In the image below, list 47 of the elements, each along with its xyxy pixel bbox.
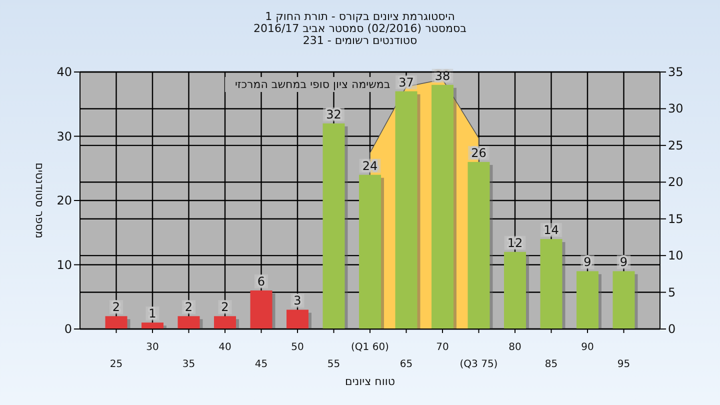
y2-tick-label: 0 xyxy=(668,322,676,336)
x-tick-label: (Q1 60) xyxy=(351,342,390,353)
y-tick-label: 30 xyxy=(56,129,72,144)
chart-subtitle: בסמסטר (02/2016) סמסטר אביב 2016/17 סטודנטים רשומים - 231 xyxy=(253,22,467,47)
annotation: במשימה ציון סופי במחשב המרכזי xyxy=(234,78,390,91)
y-tick-label: 40 xyxy=(56,65,72,79)
x-axis-title: טווח ציונים xyxy=(345,375,395,388)
y-tick-label: 20 xyxy=(56,194,72,208)
x-tick-label: 30 xyxy=(146,342,159,353)
x-tick-label: 90 xyxy=(581,342,594,353)
y2-tick-label: 20 xyxy=(668,175,684,190)
data-label: 9 xyxy=(584,255,592,270)
y2-tick-label: 5 xyxy=(668,285,676,300)
data-label: 2 xyxy=(221,300,229,314)
x-tick-label: 85 xyxy=(544,359,558,370)
x-tick-label: 70 xyxy=(436,342,449,353)
data-label: 2 xyxy=(112,300,120,314)
x-tick-label: 35 xyxy=(182,359,196,370)
x-tick-label: 55 xyxy=(327,359,340,370)
data-label: 24 xyxy=(362,158,378,173)
data-label: 32 xyxy=(326,107,342,122)
data-label: 1 xyxy=(148,306,156,321)
data-label: 37 xyxy=(398,75,414,90)
data-label: 26 xyxy=(471,146,486,160)
data-label: 3 xyxy=(294,294,302,308)
x-tick-label: 80 xyxy=(508,342,522,353)
y-axis-title: מספר סטודנטים xyxy=(33,162,46,238)
y2-tick-label: 10 xyxy=(668,248,684,263)
x-tick-label: 65 xyxy=(400,359,413,370)
y-tick-label: 10 xyxy=(56,258,72,272)
x-tick-label: 50 xyxy=(291,342,304,353)
y2-tick-label: 25 xyxy=(668,138,684,152)
data-label: 14 xyxy=(544,223,559,238)
y2-tick-label: 35 xyxy=(668,65,684,79)
data-label: 2 xyxy=(184,300,193,314)
x-tick-label: 95 xyxy=(617,359,630,370)
x-tick-label: 40 xyxy=(218,342,232,353)
data-label: 6 xyxy=(257,274,266,288)
y-tick-label: 0 xyxy=(64,322,72,336)
y2-tick-label: 15 xyxy=(668,212,684,226)
x-tick-label: 25 xyxy=(110,359,123,370)
y2-tick-label: 30 xyxy=(668,102,684,116)
data-label: 12 xyxy=(507,236,523,250)
data-label: 9 xyxy=(620,255,628,270)
x-tick-label: (Q3 75) xyxy=(460,359,498,370)
x-tick-label: 45 xyxy=(254,359,268,370)
chart-title: היסטוגרמת ציונים בקורס - תורת החוק 1 xyxy=(265,10,455,23)
